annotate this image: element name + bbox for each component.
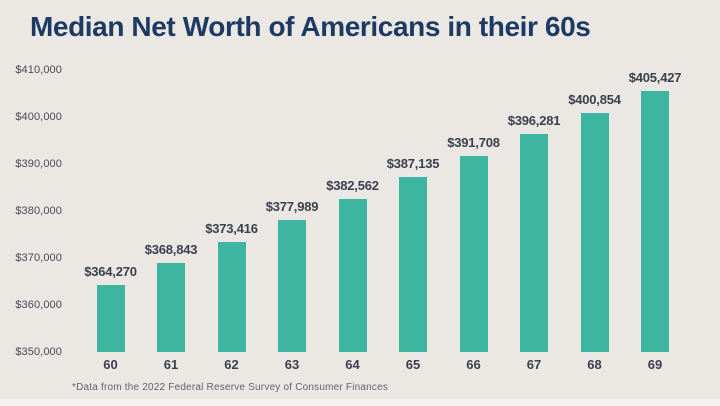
x-tick-label: 62 (224, 357, 239, 372)
bar (278, 220, 306, 352)
x-tick-label: 67 (526, 357, 542, 372)
footnote: *Data from the 2022 Federal Reserve Surv… (72, 382, 389, 393)
bar-value-label: $368,843 (144, 242, 198, 258)
x-tick-label: 64 (345, 357, 360, 372)
bar (338, 198, 367, 352)
y-tick-label: $360,000 (15, 299, 62, 311)
y-tick-label: $350,000 (15, 346, 62, 358)
x-tick-label: 61 (163, 357, 179, 372)
bar-value-label: $373,416 (205, 220, 258, 236)
bar (520, 134, 548, 352)
y-tick-label: $390,000 (15, 158, 62, 170)
x-tick-label: 63 (284, 357, 300, 372)
bar-value-label: $387,135 (386, 156, 440, 172)
bottom-strip (0, 399, 720, 406)
y-tick-label: $410,000 (15, 64, 62, 76)
x-tick-label: 66 (466, 357, 481, 372)
y-tick-label: $370,000 (15, 252, 62, 264)
bar (157, 263, 185, 352)
x-tick-label: 65 (405, 357, 421, 372)
chart-title: Median Net Worth of Americans in their 6… (30, 11, 591, 42)
bar-value-label: $382,562 (326, 177, 379, 193)
bar (217, 241, 246, 352)
y-tick-label: $400,000 (15, 111, 62, 123)
bar (459, 155, 488, 352)
x-tick-label: 68 (587, 357, 602, 372)
bar-value-label: $400,854 (568, 91, 621, 107)
bar-value-label: $405,427 (628, 70, 682, 86)
y-tick-label: $380,000 (15, 205, 62, 217)
bar (580, 112, 609, 352)
bar-value-label: $391,708 (447, 134, 500, 150)
bar (399, 177, 427, 352)
bar-value-label: $377,989 (265, 199, 319, 215)
bar (641, 91, 669, 352)
bar-value-label: $364,270 (84, 263, 137, 279)
x-tick-label: 69 (647, 357, 663, 372)
bar (96, 284, 125, 352)
bar-value-label: $396,281 (507, 113, 561, 129)
x-tick-label: 60 (103, 357, 118, 372)
